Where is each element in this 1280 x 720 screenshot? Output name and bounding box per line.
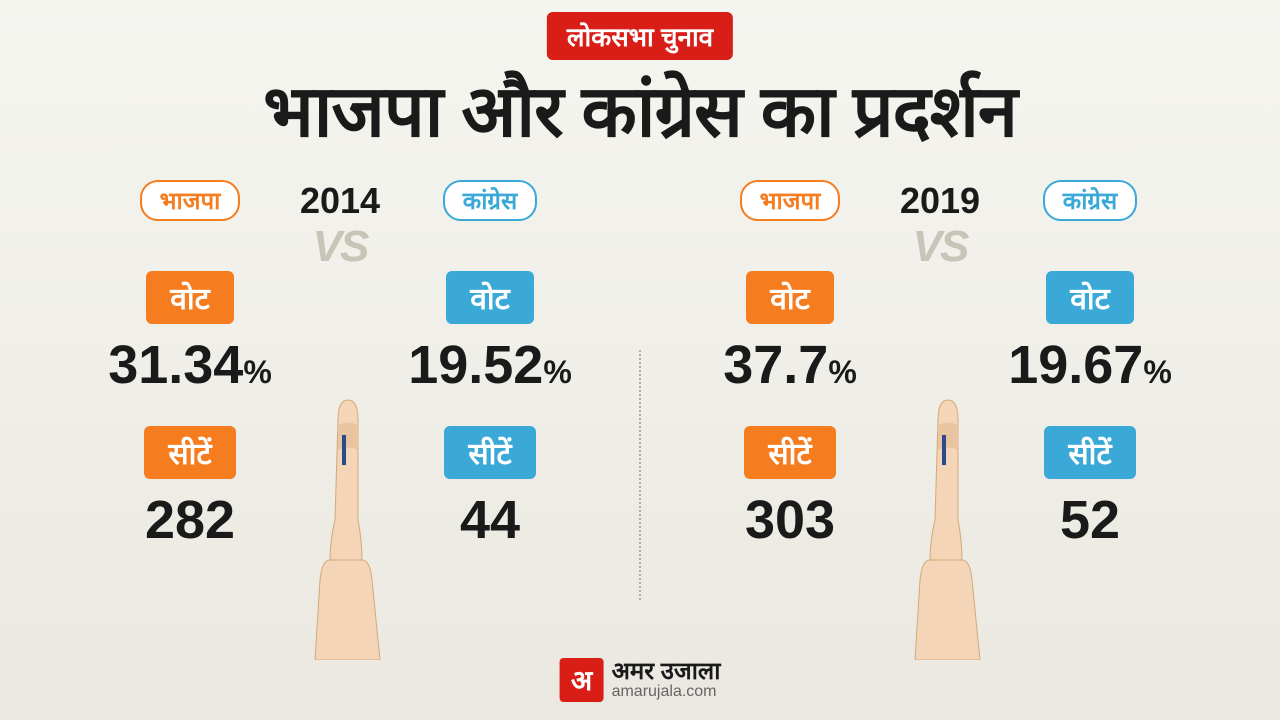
- seats-label: सीटें: [444, 426, 535, 479]
- seats-label: सीटें: [144, 426, 235, 479]
- congress-vote-2014: 19.52%: [408, 334, 572, 396]
- comparison-panels: 2014 VS भाजपा वोट 31.34% सीटें 282 कांग्…: [40, 180, 1240, 640]
- logo-text: अमर उजाला amarujala.com: [612, 660, 721, 700]
- congress-vote-2019: 19.67%: [1008, 334, 1172, 396]
- vs-label: VS: [913, 222, 968, 272]
- source-logo: अ अमर उजाला amarujala.com: [560, 658, 721, 702]
- election-badge: लोकसभा चुनाव: [547, 12, 733, 60]
- vote-label: वोट: [1046, 271, 1134, 324]
- congress-badge: कांग्रेस: [1043, 180, 1137, 221]
- panel-2019: 2019 VS भाजपा वोट 37.7% सीटें 303 कांग्र…: [640, 180, 1240, 640]
- bjp-vote-2014: 31.34%: [108, 334, 272, 396]
- vote-label: वोट: [746, 271, 834, 324]
- year-label: 2014: [300, 180, 380, 222]
- seats-label: सीटें: [1044, 426, 1135, 479]
- vote-label: वोट: [146, 271, 234, 324]
- bjp-vote-2019: 37.7%: [723, 334, 857, 396]
- vs-label: VS: [313, 222, 368, 272]
- seats-label: सीटें: [744, 426, 835, 479]
- congress-seats-2019: 52: [1060, 489, 1120, 551]
- bjp-badge: भाजपा: [140, 180, 241, 221]
- panel-2014: 2014 VS भाजपा वोट 31.34% सीटें 282 कांग्…: [40, 180, 640, 640]
- year-label: 2019: [900, 180, 980, 222]
- bjp-seats-2019: 303: [745, 489, 835, 551]
- main-title: भाजपा और कांग्रेस का प्रदर्शन: [0, 60, 1280, 158]
- logo-mark: अ: [560, 658, 604, 702]
- voter-finger-icon: [280, 380, 400, 660]
- vote-label: वोट: [446, 271, 534, 324]
- voter-finger-icon: [880, 380, 1000, 660]
- bjp-seats-2014: 282: [145, 489, 235, 551]
- logo-name: अमर उजाला: [612, 660, 721, 684]
- bjp-badge: भाजपा: [740, 180, 841, 221]
- congress-badge: कांग्रेस: [443, 180, 537, 221]
- logo-site: amarujala.com: [612, 684, 721, 700]
- congress-seats-2014: 44: [460, 489, 520, 551]
